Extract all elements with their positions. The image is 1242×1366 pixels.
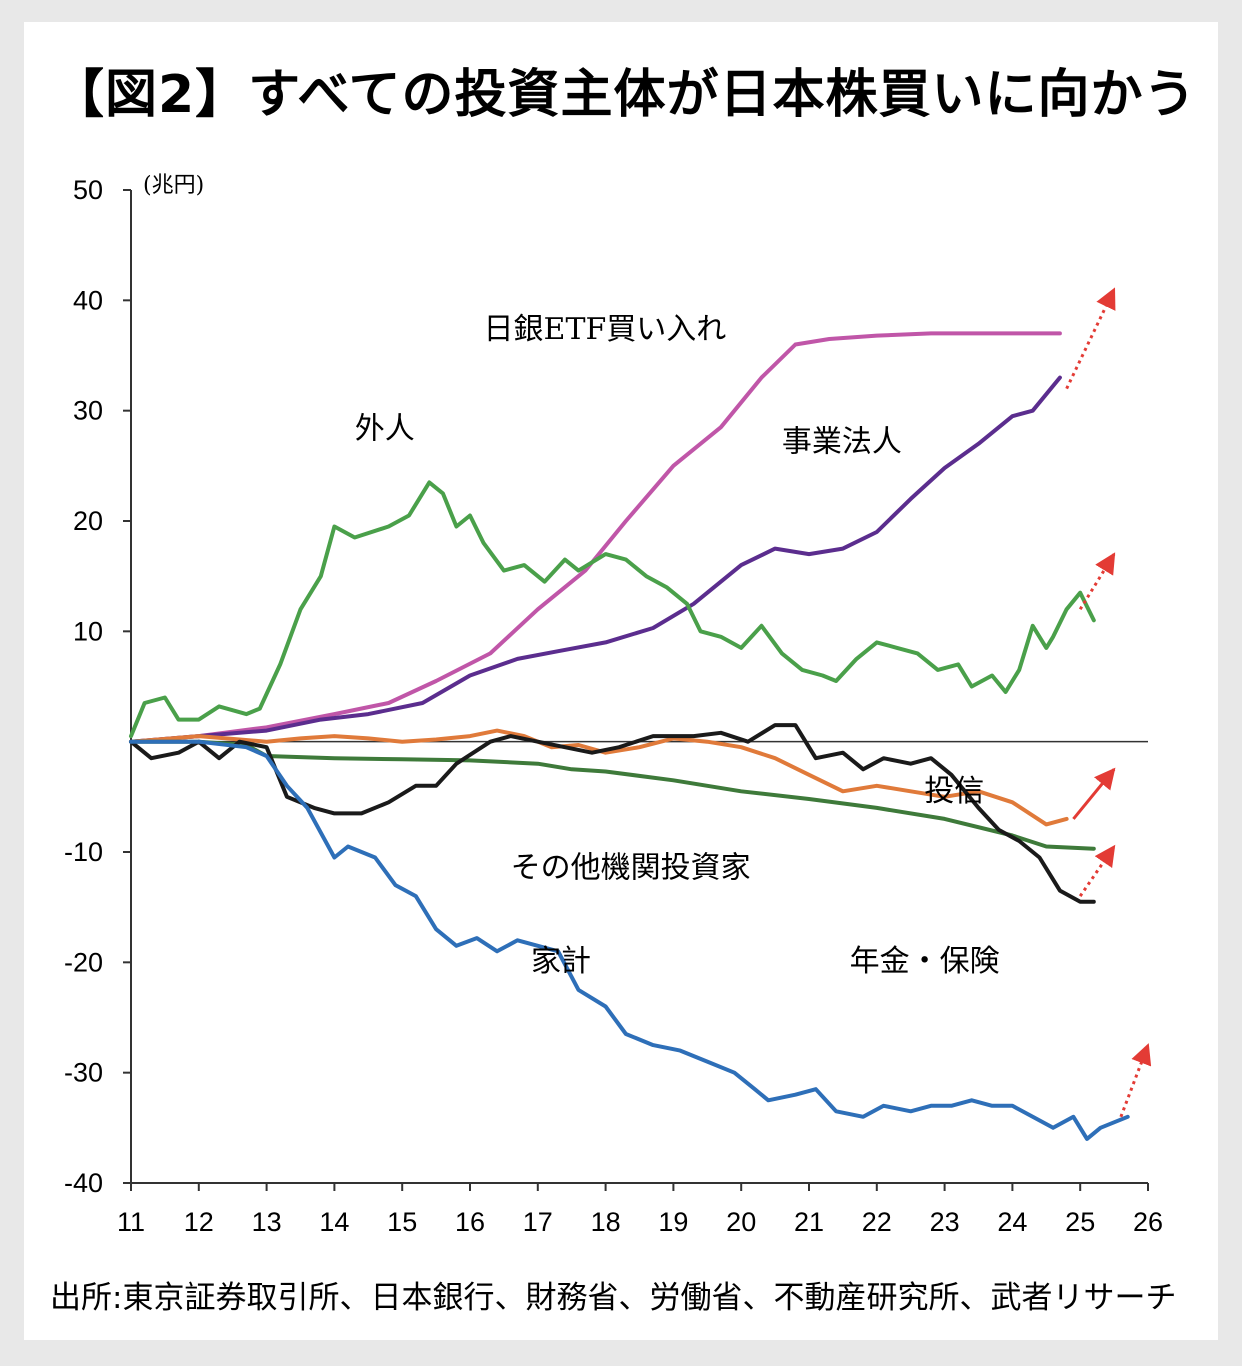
chart-card bbox=[24, 22, 1218, 1340]
x-tick-label: 24 bbox=[997, 1207, 1027, 1237]
series-label: その他機関投資家 bbox=[511, 850, 751, 885]
series-label: 日銀ETF買い入れ bbox=[484, 312, 727, 347]
series-line bbox=[129, 480, 1096, 739]
x-tick-label: 15 bbox=[387, 1207, 417, 1237]
x-tick-label: 25 bbox=[1065, 1207, 1095, 1237]
y-tick-label: 50 bbox=[73, 175, 103, 205]
trend-arrow bbox=[1119, 1043, 1152, 1118]
series-label: 事業法人 bbox=[782, 424, 902, 459]
y-tick-label: 40 bbox=[73, 285, 103, 315]
series-lines bbox=[129, 331, 1130, 1141]
trend-arrow bbox=[1072, 767, 1116, 820]
x-tick-label: 23 bbox=[930, 1207, 960, 1237]
x-tick-label: 22 bbox=[862, 1207, 892, 1237]
series-label: 投信 bbox=[924, 774, 984, 809]
series-line bbox=[129, 375, 1062, 744]
series-label: 家計 bbox=[531, 944, 591, 979]
y-tick-label: -30 bbox=[64, 1058, 103, 1088]
y-tick-label: -20 bbox=[64, 947, 103, 977]
x-tick-label: 19 bbox=[658, 1207, 688, 1237]
x-tick-label: 12 bbox=[184, 1207, 214, 1237]
trend-arrows bbox=[1065, 287, 1152, 1118]
y-tick-label: 10 bbox=[73, 616, 103, 646]
x-tick-label: 20 bbox=[726, 1207, 756, 1237]
x-tick-label: 26 bbox=[1133, 1207, 1163, 1237]
x-tick-label: 16 bbox=[455, 1207, 485, 1237]
x-tick-label: 21 bbox=[794, 1207, 824, 1237]
y-tick-label: -10 bbox=[64, 837, 103, 867]
source-note: 出所:東京証券取引所、日本銀行、財務省、労働省、不動産研究所、武者リサーチ bbox=[50, 1280, 1177, 1316]
x-tick-label: 14 bbox=[319, 1207, 349, 1237]
x-tick-label: 18 bbox=[591, 1207, 621, 1237]
chart-title: 【図2】すべての投資主体が日本株買いに向かう bbox=[52, 65, 1197, 125]
y-tick-label: 30 bbox=[73, 396, 103, 426]
axes: 50 40 30 20 10 -10 -20 -30 -40 11 12 13 14 15 16 17 18 19… bbox=[64, 173, 1163, 1237]
series-line bbox=[129, 331, 1062, 744]
y-tick-label: 20 bbox=[73, 506, 103, 536]
series-line bbox=[129, 723, 1096, 904]
trend-arrow bbox=[1078, 844, 1116, 897]
series-line bbox=[129, 728, 1069, 827]
trend-arrow bbox=[1065, 287, 1116, 390]
series-line bbox=[129, 739, 1130, 1141]
series-label: 外人 bbox=[355, 411, 415, 446]
x-tick-label: 17 bbox=[523, 1207, 553, 1237]
y-tick-label: -40 bbox=[64, 1168, 103, 1198]
series-label: 年金・保険 bbox=[850, 944, 1000, 979]
trend-arrow bbox=[1078, 552, 1116, 611]
x-tick-label: 11 bbox=[117, 1207, 145, 1237]
y-unit-label: (兆円) bbox=[143, 173, 204, 198]
x-tick-label: 13 bbox=[252, 1207, 282, 1237]
